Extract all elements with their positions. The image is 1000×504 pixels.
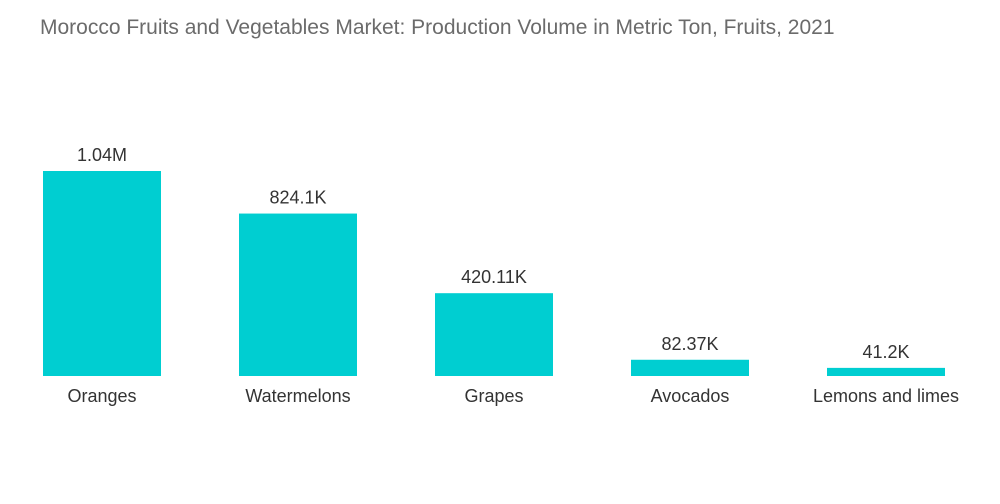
value-label-lemons-and-limes: 41.2K	[862, 342, 909, 362]
category-label-lemons-and-limes: Lemons and limes	[813, 386, 959, 406]
value-labels-group: 1.04M 824.1K 420.11K 82.37K 41.2K	[77, 145, 910, 362]
bar-lemons-and-limes	[827, 367, 945, 376]
category-label-grapes: Grapes	[464, 386, 523, 406]
bar-watermelons	[239, 213, 357, 376]
bar-grapes	[435, 293, 553, 376]
bar-avocados	[631, 359, 749, 376]
value-label-watermelons: 824.1K	[269, 188, 326, 208]
value-label-grapes: 420.11K	[461, 267, 527, 287]
chart-title: Morocco Fruits and Vegetables Market: Pr…	[40, 16, 835, 39]
bar-oranges	[43, 171, 161, 376]
category-label-avocados: Avocados	[651, 386, 730, 406]
category-labels-group: Oranges Watermelons Grapes Avocados Lemons a…	[67, 386, 959, 406]
value-label-oranges: 1.04M	[77, 145, 127, 165]
bars-group	[43, 171, 945, 376]
value-label-avocados: 82.37K	[661, 334, 718, 354]
category-label-oranges: Oranges	[67, 386, 136, 406]
category-label-watermelons: Watermelons	[245, 386, 350, 406]
